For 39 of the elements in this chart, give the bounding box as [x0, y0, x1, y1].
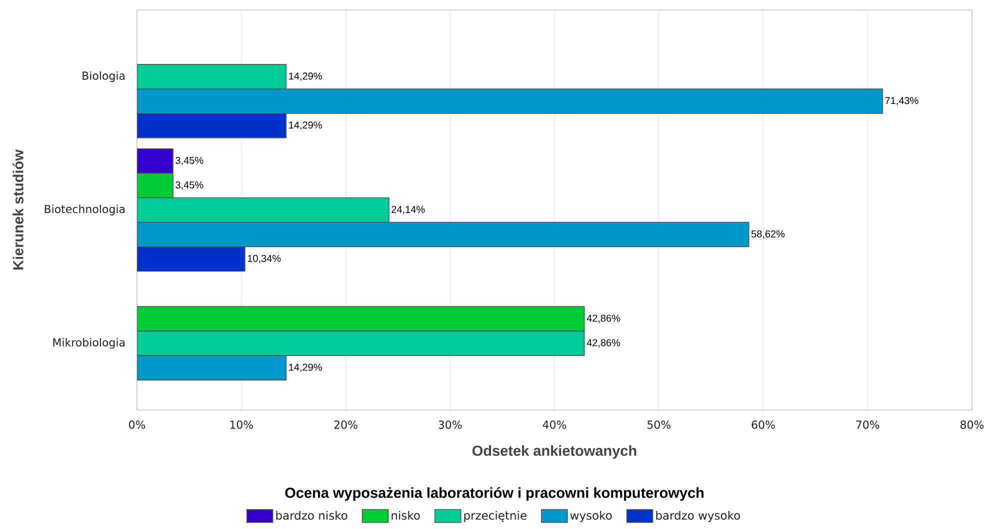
bar — [137, 197, 390, 223]
data-label: 14,29% — [289, 72, 322, 81]
y-tick-label: Biotechnologia — [44, 204, 124, 216]
y-axis-title: Kierunek studiów — [12, 150, 24, 270]
y-tick-label: Biologia — [82, 71, 124, 82]
bar — [137, 64, 287, 90]
data-label: 3,45% — [176, 181, 204, 190]
y-tick-label: Mikrobiologia — [53, 338, 124, 349]
x-tick-label: 20% — [334, 420, 358, 429]
data-label: 24,14% — [392, 206, 425, 214]
data-label: 58,62% — [751, 230, 785, 239]
bar — [137, 330, 585, 356]
data-label: 3,45% — [176, 156, 204, 166]
x-tick-label: 40% — [542, 420, 566, 429]
x-tick-label: 10% — [230, 420, 253, 429]
x-tick-label: 70% — [856, 420, 880, 429]
data-label: 14,29% — [289, 122, 322, 130]
data-label: 71,43% — [885, 97, 918, 106]
legend-label: nisko — [392, 510, 420, 520]
x-tick-label: 50% — [647, 420, 670, 429]
x-tick-label: 80% — [960, 420, 984, 429]
x-tick-label: 30% — [438, 420, 462, 429]
data-label: 10,34% — [248, 254, 281, 264]
bar — [137, 172, 174, 198]
legend-label: bardzo wysoko — [656, 510, 740, 522]
x-tick-label: 0% — [129, 420, 146, 429]
bar — [137, 222, 750, 248]
bar — [137, 88, 883, 114]
x-tick-label: 60% — [752, 420, 775, 429]
legend-label: wysoko — [570, 510, 612, 522]
bar — [137, 355, 287, 380]
bar — [137, 306, 585, 332]
data-label: 42,86% — [586, 314, 620, 323]
data-label: 42,86% — [586, 339, 620, 348]
legend-label: bardzo nisko — [276, 510, 348, 520]
data-label: 14,29% — [289, 364, 322, 372]
legend-label: przeciętnie — [464, 510, 526, 522]
x-axis-title: Odsetek ankietowanych — [472, 445, 636, 459]
legend-title: Ocena wyposażenia laboratoriów i pracowni komputerowych — [285, 487, 704, 501]
